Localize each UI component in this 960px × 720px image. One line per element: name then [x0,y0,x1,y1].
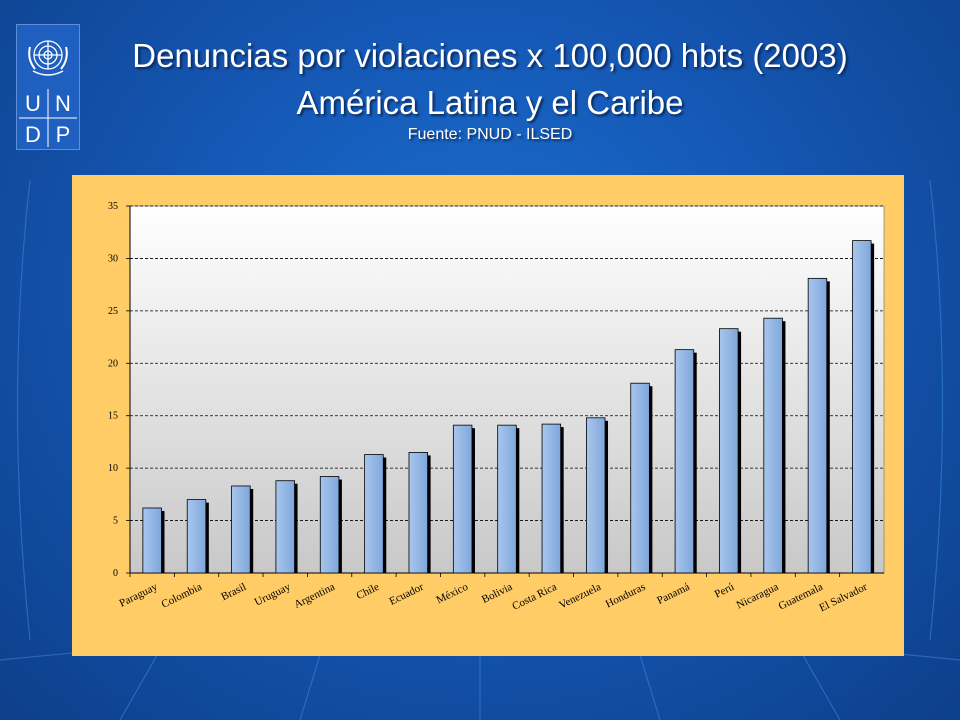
y-tick-label: 35 [108,201,118,212]
bar [408,452,429,574]
bar [275,480,295,574]
bar [497,424,517,574]
bar [319,476,340,574]
x-tick-label: Panamá [655,581,692,607]
slide-title: Denuncias por violaciones x 100,000 hbts… [132,37,848,74]
x-tick-label: Guatemala [777,581,825,613]
bar [452,424,473,574]
x-tick-label: Chile [355,581,382,602]
logo-letter-d: D [25,122,41,147]
bar [541,423,562,574]
x-tick-label: Nicaragua [735,581,781,612]
x-tick-label: Paraguay [117,581,159,610]
y-tick-label: 15 [108,411,118,422]
bar [231,485,251,574]
x-tick-label: Honduras [604,581,648,611]
x-tick-label: Venezuela [557,581,603,612]
y-tick-label: 0 [113,568,118,579]
bar [852,240,872,574]
slide-subtitle: América Latina y el Caribe [296,84,684,121]
x-tick-label: El Salvador [817,581,869,615]
logo-letter-u: U [25,91,41,116]
y-tick-label: 25 [108,306,118,317]
x-tick-label: Ecuador [387,581,426,608]
bar [807,277,828,574]
logo-letter-p: P [56,122,71,147]
y-tick-label: 5 [113,516,118,527]
x-tick-label: México [434,581,470,607]
bar [674,349,695,574]
undp-letters: U N D P [19,89,77,147]
logo-letter-n: N [55,91,71,116]
bar [719,328,739,574]
bar [585,417,606,574]
x-tick-label: Brasil [219,581,248,603]
x-tick-label: Bolivia [480,581,514,606]
x-tick-label: Costa Rica [510,581,558,613]
bar [142,507,162,574]
x-tick-label: Uruguay [253,581,293,609]
x-tick-label: Colombia [160,581,204,611]
bar-chart: 0 5 10 15 20 25 30 35 Paraguay Colombia Brasil Uru… [108,201,885,615]
y-tick-label: 30 [108,253,118,264]
source-note: Fuente: PNUD - ILSED [407,126,573,143]
y-tick-label: 10 [108,463,118,474]
bar [630,382,650,574]
bar [364,454,384,574]
x-tick-label: Perú [713,581,737,601]
x-tick-label: Argentina [292,581,337,611]
un-emblem-icon [28,40,68,76]
bar [186,499,207,574]
undp-logo: U N D P [16,24,80,150]
bar [763,317,783,574]
chart-panel: 0 5 10 15 20 25 30 35 Paraguay Colombia Brasil Uru… [72,175,904,656]
y-tick-label: 20 [108,358,118,369]
